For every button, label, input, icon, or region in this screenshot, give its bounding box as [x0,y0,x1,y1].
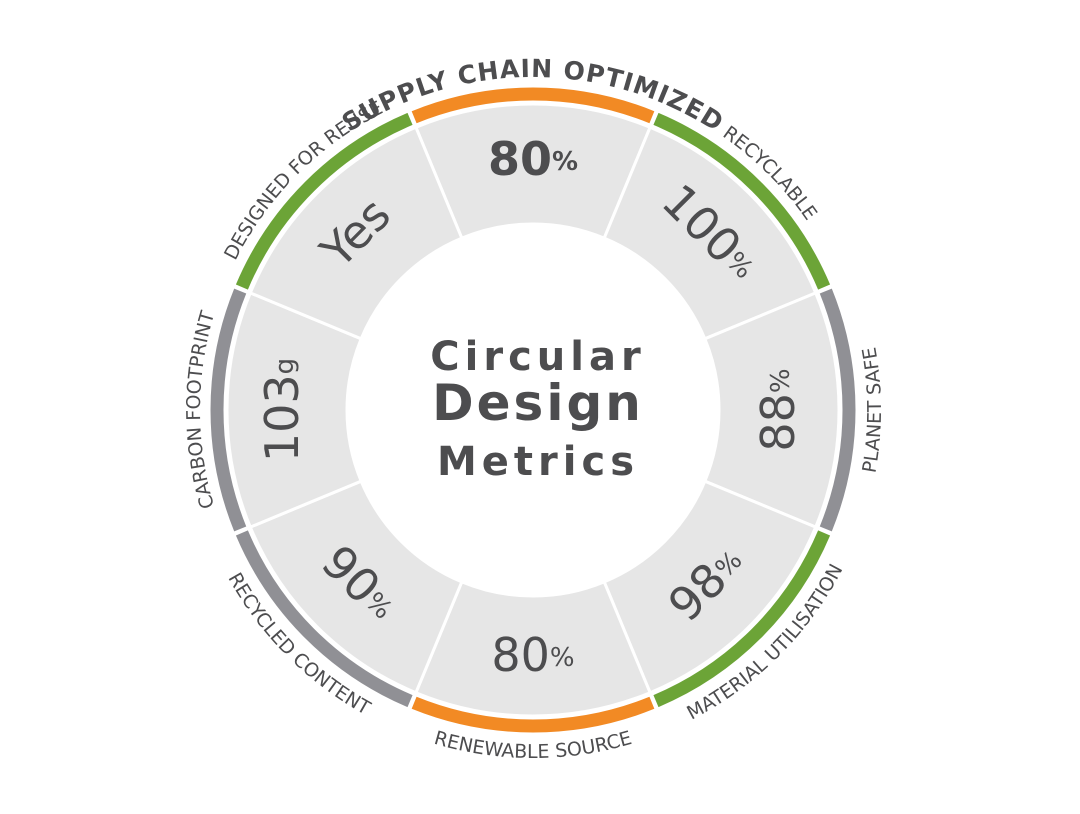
segment-label-text: PLANET SAFE [858,346,886,475]
ring-arc [653,112,831,290]
center-line-2: Design [432,374,644,432]
segment-value: 103g [255,358,309,462]
ring-arc [653,530,831,708]
value-number: 80 [491,628,550,682]
ring-arc [235,112,413,290]
value-unit: g [270,358,300,375]
value-unit: % [766,368,796,393]
value-number: 103 [255,374,309,462]
center-line-3: Metrics [437,439,639,485]
ring-arc [235,530,413,708]
segment [248,125,464,341]
center-disc [347,224,719,596]
value-number: 88 [751,393,805,452]
segment-value: 88% [751,368,805,451]
segment-label: PLANET SAFE [858,346,886,475]
segment-value: 80% [491,628,574,682]
ring-arc [210,288,247,532]
segment-value: 80% [488,132,578,186]
ring-arc [411,87,655,124]
center-line-1: Circular [430,334,645,380]
value-number: 80 [488,132,552,186]
ring-arc [411,696,655,733]
value-unit: % [552,147,578,177]
ring-arc [819,288,856,532]
value-unit: % [550,643,575,673]
